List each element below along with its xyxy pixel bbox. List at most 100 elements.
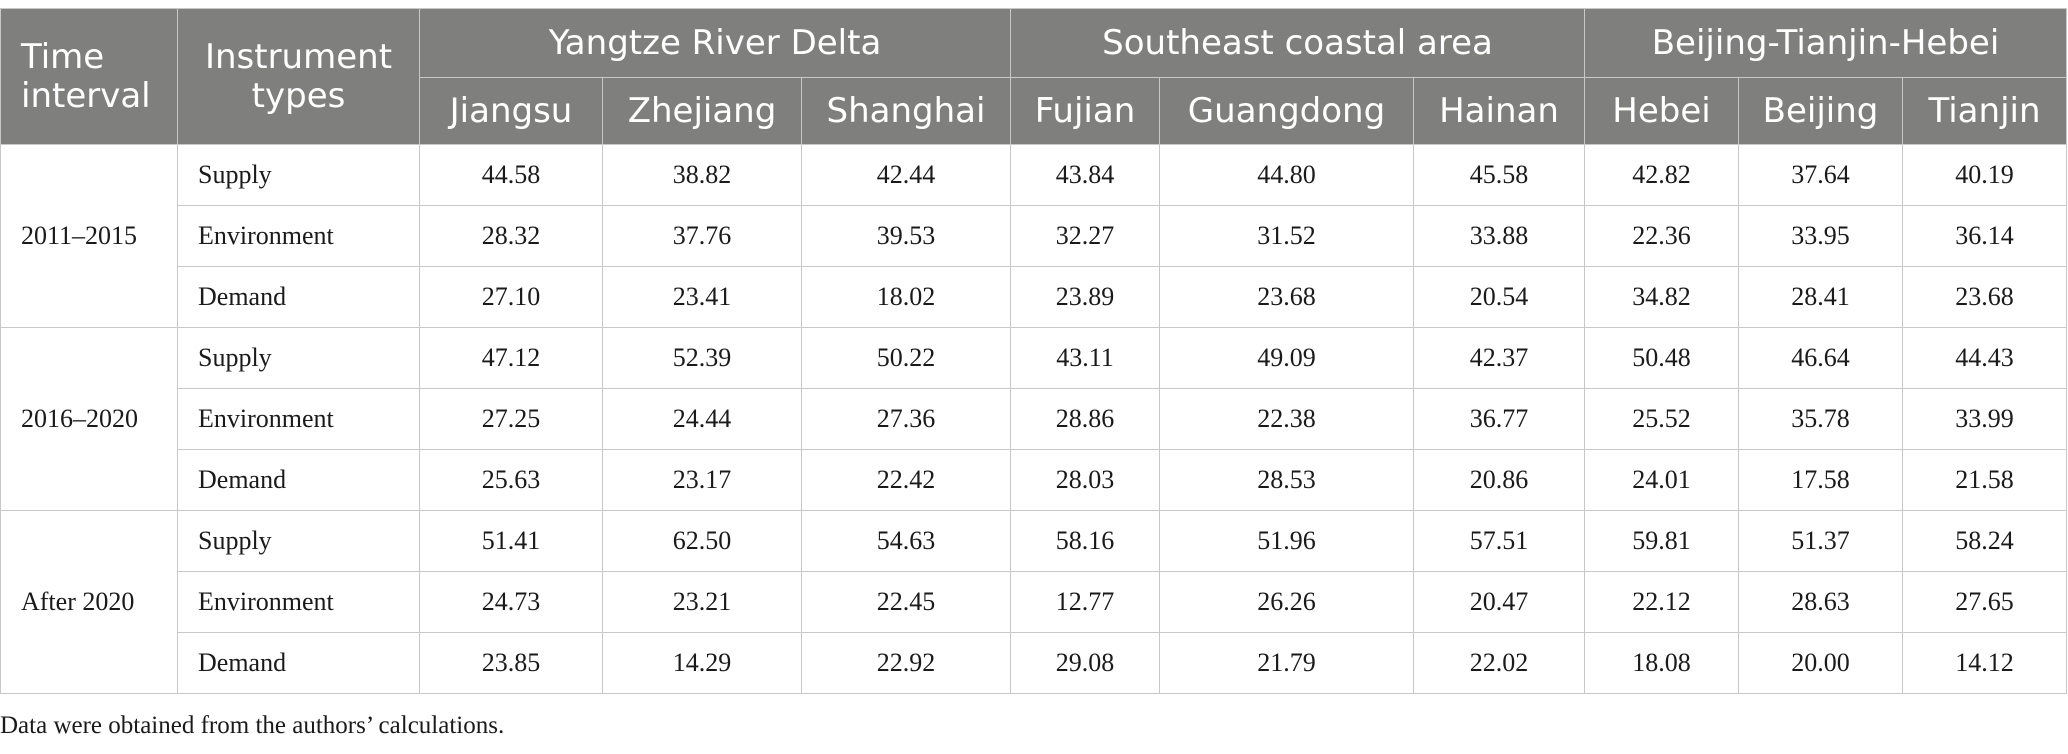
value-cell: 18.02 (801, 266, 1011, 328)
value-cell: 43.11 (1010, 327, 1160, 389)
value-cell: 24.44 (602, 388, 802, 450)
instrument-type-cell: Supply (177, 327, 420, 389)
instrument-type-cell: Supply (177, 144, 420, 206)
value-cell: 37.64 (1738, 144, 1904, 206)
instrument-type-cell: Environment (177, 571, 420, 633)
value-cell: 33.95 (1738, 205, 1904, 267)
table-body: 2011–2015 Supply 44.58 38.82 42.44 43.84 44.80… (0, 144, 2068, 694)
value-cell: 17.58 (1738, 449, 1904, 511)
value-cell: 18.08 (1584, 632, 1740, 694)
value-cell: 37.76 (602, 205, 802, 267)
period-cell: 2011–2015 (0, 144, 178, 328)
value-cell: 25.52 (1584, 388, 1740, 450)
value-cell: 27.36 (801, 388, 1011, 450)
instrument-type-cell: Demand (177, 632, 420, 694)
value-cell: 31.52 (1159, 205, 1414, 267)
instrument-type-cell: Supply (177, 510, 420, 572)
instrument-type-cell: Demand (177, 266, 420, 328)
value-cell: 42.44 (801, 144, 1011, 206)
header-row-regions: Time interval Instrument types Yangtze R… (0, 8, 2068, 145)
table-row: After 2020 Supply 51.41 62.50 54.63 58.16 51.9… (0, 510, 2068, 694)
value-cell: 22.92 (801, 632, 1011, 694)
value-cell: 46.64 (1738, 327, 1904, 389)
value-cell: 12.77 (1010, 571, 1160, 633)
value-cell: 62.50 (602, 510, 802, 572)
value-cell: 42.37 (1412, 327, 1586, 389)
value-cell: 51.41 (419, 510, 603, 572)
value-cell: 24.73 (419, 571, 603, 633)
value-cell: 26.26 (1159, 571, 1414, 633)
value-cell: 27.25 (419, 388, 603, 450)
value-cell: 40.19 (1902, 144, 2068, 206)
value-cell: 28.32 (419, 205, 603, 267)
value-cell: 52.39 (602, 327, 802, 389)
value-cell: 23.21 (602, 571, 802, 633)
value-cell: 28.03 (1010, 449, 1160, 511)
table-row: Environment 27.25 24.44 27.36 28.86 22.38 36.7… (1, 388, 2068, 450)
value-cell: 22.36 (1584, 205, 1740, 267)
value-cell: 20.54 (1412, 266, 1586, 328)
province-header-shanghai: Shanghai (801, 77, 1011, 145)
value-cell: 14.29 (602, 632, 802, 694)
table-row: Demand 25.63 23.17 22.42 28.03 28.53 20.86 24.0… (1, 449, 2068, 511)
province-header-hainan: Hainan (1412, 77, 1586, 145)
instrument-types-header: Instrument types (177, 8, 420, 145)
value-cell: 50.48 (1584, 327, 1740, 389)
value-cell: 34.82 (1584, 266, 1740, 328)
value-cell: 44.80 (1159, 144, 1414, 206)
value-cell: 51.96 (1159, 510, 1414, 572)
value-cell: 49.09 (1159, 327, 1414, 389)
value-cell: 23.17 (602, 449, 802, 511)
value-cell: 38.82 (602, 144, 802, 206)
value-cell: 29.08 (1010, 632, 1160, 694)
value-cell: 22.45 (801, 571, 1011, 633)
table-header: Time interval Instrument types Yangtze R… (0, 8, 2068, 145)
value-cell: 20.86 (1412, 449, 1586, 511)
value-cell: 51.37 (1738, 510, 1904, 572)
value-cell: 44.43 (1902, 327, 2068, 389)
instrument-type-cell: Environment (177, 388, 420, 450)
value-cell: 27.10 (419, 266, 603, 328)
value-cell: 24.01 (1584, 449, 1740, 511)
table-row: 2016–2020 Supply 47.12 52.39 50.22 43.11 49.09… (0, 327, 2068, 511)
value-cell: 44.58 (419, 144, 603, 206)
value-cell: 36.14 (1902, 205, 2068, 267)
instrument-type-cell: Demand (177, 449, 420, 511)
table-row: Environment 24.73 23.21 22.45 12.77 26.26 20.4… (1, 571, 2068, 633)
header-row-provinces: Jiangsu Zhejiang Shanghai Fujian Guangdo… (1, 77, 2068, 145)
value-cell: 28.41 (1738, 266, 1904, 328)
value-cell: 39.53 (801, 205, 1011, 267)
province-header-fujian: Fujian (1010, 77, 1160, 145)
value-cell: 22.12 (1584, 571, 1740, 633)
value-cell: 58.24 (1902, 510, 2068, 572)
province-header-hebei: Hebei (1584, 77, 1740, 145)
province-header-beijing: Beijing (1738, 77, 1904, 145)
value-cell: 57.51 (1412, 510, 1586, 572)
period-cell: 2016–2020 (0, 327, 178, 511)
table-row: Demand 27.10 23.41 18.02 23.89 23.68 20.54 34.8… (1, 266, 2068, 328)
period-cell: After 2020 (0, 510, 178, 694)
region-header-yangtze: Yangtze River Delta (419, 8, 1011, 78)
value-cell: 23.89 (1010, 266, 1160, 328)
value-cell: 22.42 (801, 449, 1011, 511)
value-cell: 22.38 (1159, 388, 1414, 450)
value-cell: 23.85 (419, 632, 603, 694)
value-cell: 33.99 (1902, 388, 2068, 450)
value-cell: 23.41 (602, 266, 802, 328)
data-table-container: Time interval Instrument types Yangtze R… (0, 8, 2068, 694)
value-cell: 28.86 (1010, 388, 1160, 450)
region-header-southeast: Southeast coastal area (1009, 8, 1586, 78)
value-cell: 20.00 (1738, 632, 1904, 694)
value-cell: 33.88 (1412, 205, 1586, 267)
table-row: Environment 28.32 37.76 39.53 32.27 31.52 33.8… (1, 205, 2068, 267)
value-cell: 28.63 (1738, 571, 1904, 633)
table-footnote: Data were obtained from the authors’ cal… (0, 712, 505, 739)
time-interval-header: Time interval (0, 8, 178, 145)
value-cell: 35.78 (1738, 388, 1904, 450)
value-cell: 54.63 (801, 510, 1011, 572)
value-cell: 27.65 (1902, 571, 2068, 633)
data-table: Time interval Instrument types Yangtze R… (0, 8, 2068, 694)
value-cell: 42.82 (1584, 144, 1740, 206)
value-cell: 43.84 (1010, 144, 1160, 206)
instrument-type-cell: Environment (177, 205, 420, 267)
